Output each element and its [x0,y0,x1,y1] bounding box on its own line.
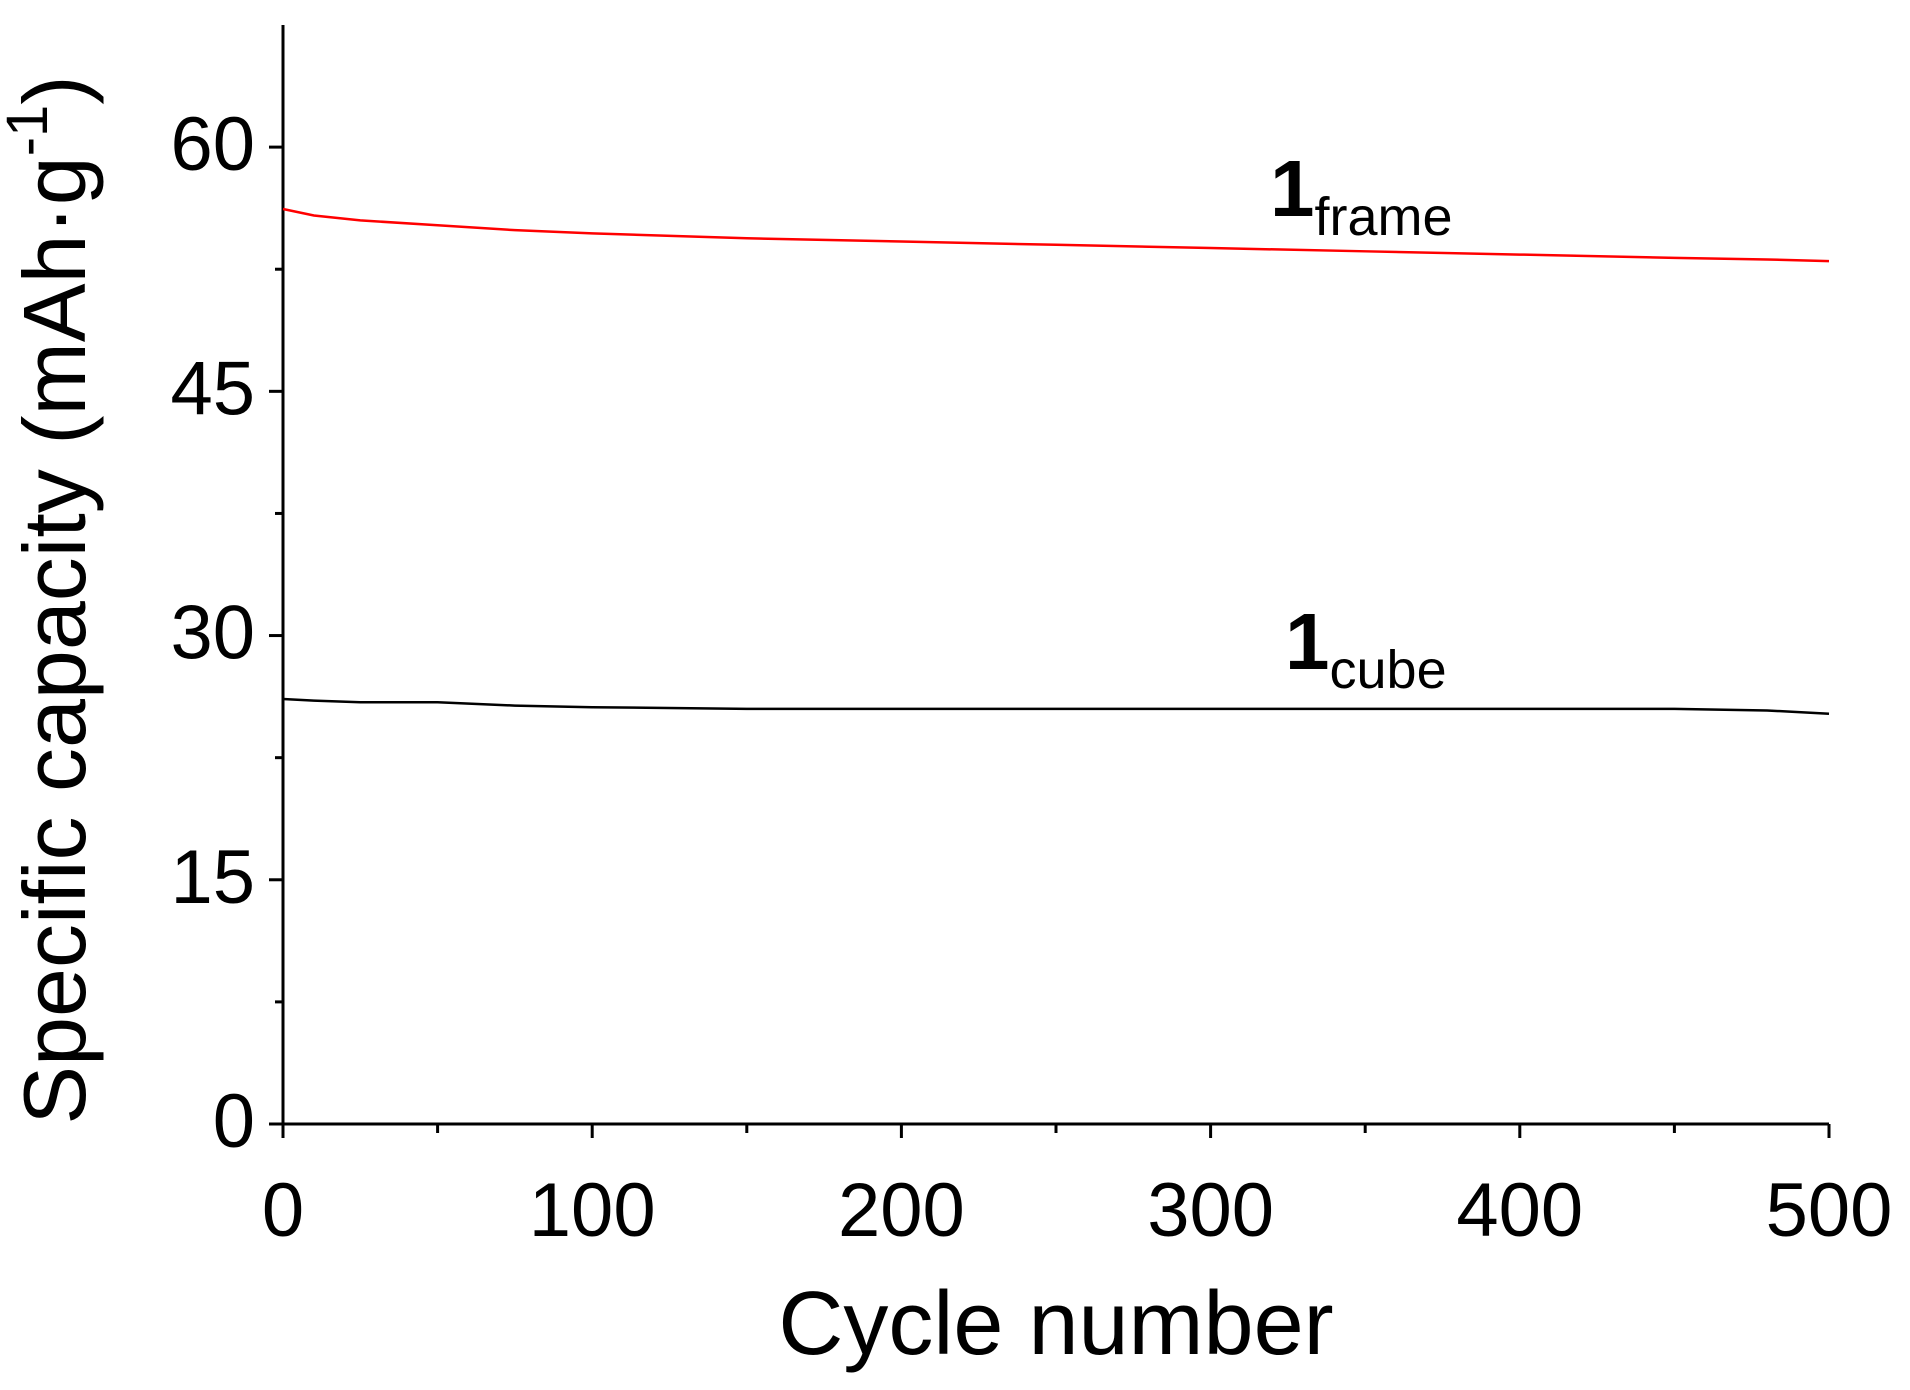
annotation-main: 1 [1285,597,1330,686]
annotation: 1frame [1270,144,1453,247]
y-tick-label: 0 [213,1079,255,1164]
annotation-sub: cube [1330,640,1447,700]
y-axis-title-sup: -1 [0,105,60,157]
x-tick-label: 200 [838,1168,965,1253]
y-tick-label: 45 [170,346,255,431]
x-tick-label: 300 [1147,1168,1274,1253]
annotation-sub: frame [1315,187,1453,247]
x-tick-label: 0 [262,1168,304,1253]
x-tick-label: 500 [1766,1168,1893,1253]
y-axis-title-main: Specific capacity (mAh·g [5,156,104,1124]
y-axis-title: Specific capacity (mAh·g-1) [0,75,104,1124]
y-axis-title-close: ) [5,75,104,104]
x-tick-label: 400 [1456,1168,1583,1253]
y-tick-label: 30 [170,591,255,676]
annotation: 1cube [1285,597,1447,700]
data-line [282,207,1830,263]
x-axis-title: Cycle number [778,1274,1333,1374]
data-line [282,697,1830,715]
y-tick-label: 15 [170,835,255,920]
annotation-main: 1 [1270,144,1315,233]
x-tick-label: 100 [529,1168,656,1253]
y-tick-label: 60 [170,102,255,187]
